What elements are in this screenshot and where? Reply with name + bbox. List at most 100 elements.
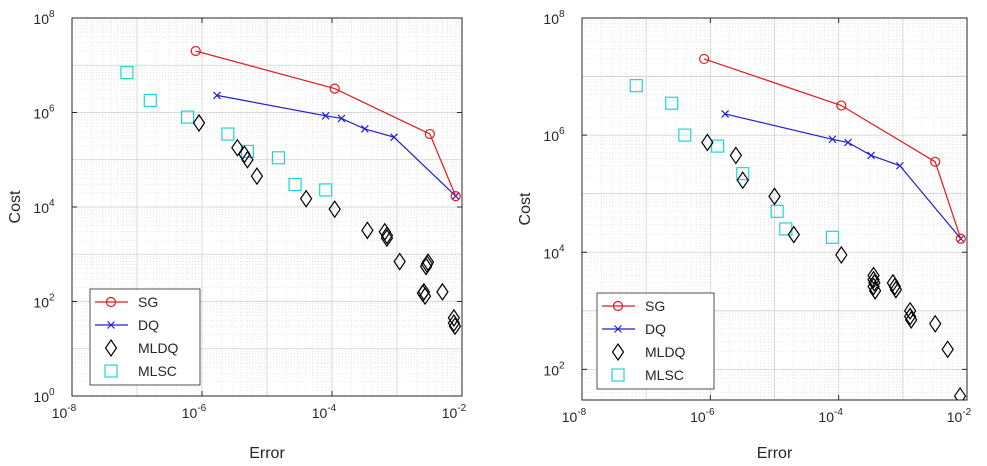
- series-line-sg: [195, 50, 457, 197]
- legend-label-sg: SG: [645, 298, 665, 314]
- legend-marker-mldq: [104, 338, 118, 358]
- data-point-sg: [450, 191, 461, 202]
- series-dq: [213, 91, 460, 201]
- data-point-dq: [337, 114, 346, 123]
- data-point-sg: [190, 45, 201, 57]
- legend-marker-mlsc: [104, 364, 118, 378]
- x-axis-title: Error: [757, 445, 793, 462]
- legend-item-mldq: MLDQ: [611, 342, 686, 362]
- data-point-mldq: [867, 266, 880, 285]
- data-point-mldq: [448, 317, 462, 336]
- data-point-mlsc: [143, 93, 157, 108]
- series-mlsc: [120, 65, 333, 197]
- data-point-dq: [360, 124, 369, 133]
- y-tick-label: 108: [33, 9, 55, 27]
- legend-marker-dq: [107, 321, 115, 329]
- data-point-mlsc: [665, 96, 679, 110]
- series-line-dq: [216, 94, 457, 197]
- series-line-dq: [724, 113, 962, 240]
- y-tick-label-exponent: 8: [49, 9, 55, 20]
- y-tick-label-base: 10: [543, 245, 559, 261]
- data-point-mldq: [768, 187, 781, 206]
- legend-label-mldq: MLDQ: [645, 344, 686, 360]
- x-tick-label: 10-4: [818, 407, 843, 425]
- y-tick-label-base: 10: [33, 295, 49, 311]
- y-tick-label: 102: [543, 360, 565, 378]
- legend-item-dq: DQ: [602, 321, 666, 337]
- x-tick-label-base: 10: [562, 409, 578, 425]
- data-point-mldq: [393, 252, 406, 271]
- data-point-mlsc: [770, 204, 784, 218]
- data-point-sg: [930, 156, 941, 167]
- data-point-mldq: [867, 277, 880, 296]
- data-point-mlsc: [221, 127, 235, 141]
- data-point-mlsc: [629, 79, 643, 93]
- data-point-mlsc: [825, 230, 840, 244]
- y-tick-label-exponent: 2: [559, 360, 565, 371]
- data-point-mldq: [953, 387, 967, 400]
- y-tick-label-base: 10: [33, 106, 49, 122]
- legend-marker-sg: [612, 300, 624, 312]
- data-point-mldq: [447, 313, 461, 333]
- series-mldq: [701, 133, 967, 400]
- y-tick-label-exponent: 4: [559, 243, 565, 254]
- data-point-dq: [721, 110, 730, 118]
- chart-2: 10-8 10-6 10-4 10-2102104106108ErrorCostSGD…: [517, 9, 972, 462]
- x-axis-title: Error: [249, 445, 285, 462]
- y-tick-label: 104: [33, 198, 55, 216]
- data-point-mldq: [447, 308, 461, 327]
- axes-box: [581, 17, 968, 401]
- x-tick-label: 10-6: [690, 407, 715, 425]
- data-point-mldq: [380, 226, 394, 245]
- legend-label-mldq: MLDQ: [138, 340, 179, 356]
- data-point-dq: [828, 135, 837, 144]
- x-tick-label-base: 10: [442, 405, 458, 421]
- data-point-mldq: [231, 138, 244, 157]
- series-sg: [190, 45, 461, 202]
- data-point-mldq: [417, 282, 431, 301]
- y-tick-label: 106: [543, 126, 565, 144]
- x-tick-label: 10-6: [182, 403, 207, 421]
- x-tick-label-exponent: -2: [962, 407, 971, 418]
- data-point-mldq: [736, 171, 749, 190]
- data-point-mldq: [787, 225, 801, 244]
- x-tick-label-exponent: -6: [197, 403, 206, 414]
- legend-box: [596, 292, 715, 390]
- y-tick-label-base: 10: [543, 362, 559, 378]
- y-tick-label-base: 10: [33, 389, 49, 405]
- x-tick-label-exponent: -8: [577, 407, 586, 418]
- x-tick-label: 10-2: [442, 403, 467, 421]
- data-point-mlsc: [180, 110, 195, 124]
- data-point-sg: [836, 100, 847, 111]
- data-point-mldq: [299, 189, 313, 208]
- series-line-sg: [703, 58, 962, 239]
- chart-1: 10-8 10-6 10-4 10-2100102104106108ErrorCost…: [7, 9, 467, 462]
- y-tick-label: 102: [33, 293, 55, 311]
- x-tick-label: 10-8: [52, 403, 77, 421]
- y-tick-label-exponent: 6: [559, 126, 565, 137]
- x-tick-label-base: 10: [690, 409, 706, 425]
- legend-label-mlsc: MLSC: [645, 367, 684, 383]
- legend-item-mlsc: MLSC: [104, 363, 177, 379]
- y-tick-label-base: 10: [33, 11, 49, 27]
- x-tick-label: 10-8: [562, 407, 587, 425]
- data-point-mldq: [868, 273, 881, 292]
- y-tick-label-exponent: 0: [49, 387, 55, 398]
- x-tick-label-exponent: -8: [67, 403, 76, 414]
- data-point-dq: [321, 111, 330, 120]
- x-tick-label: 10-4: [312, 403, 337, 421]
- data-point-mldq: [903, 307, 917, 326]
- data-point-mldq: [835, 245, 848, 264]
- data-point-mlsc: [678, 128, 692, 142]
- legend: SG DQ MLDQ MLSC: [596, 292, 715, 390]
- x-tick-label-base: 10: [818, 409, 834, 425]
- data-point-mldq: [436, 282, 449, 301]
- data-point-mldq: [888, 277, 902, 296]
- legend-marker-mlsc: [611, 368, 625, 382]
- data-point-mldq: [929, 314, 942, 333]
- data-point-mldq: [250, 167, 264, 186]
- y-tick-label-exponent: 2: [49, 293, 55, 304]
- series-mldq: [192, 113, 462, 336]
- legend-item-sg: SG: [95, 294, 158, 310]
- y-axis-title: Cost: [517, 192, 534, 225]
